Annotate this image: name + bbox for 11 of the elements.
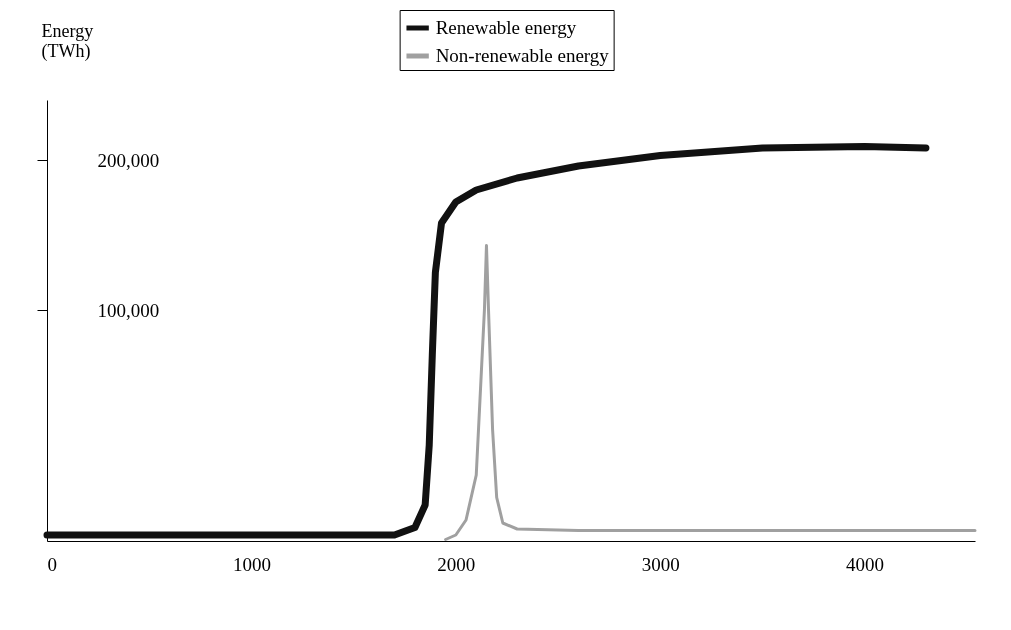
x-tick-label: 4000 xyxy=(846,553,885,575)
y-tick-label: 200,000 xyxy=(97,149,160,171)
line-series xyxy=(444,244,977,541)
x-tick-label: 1000 xyxy=(232,553,271,575)
legend-label: Non-renewable energy xyxy=(435,45,610,66)
x-tick-label: 0 xyxy=(47,553,57,575)
y-axis-title: Energy (TWh) xyxy=(41,20,94,62)
x-tick-label: 2000 xyxy=(437,553,476,575)
legend-label: Renewable energy xyxy=(435,17,577,38)
x-tick-label: 3000 xyxy=(641,553,680,575)
y-tick-label: 100,000 xyxy=(97,299,160,321)
